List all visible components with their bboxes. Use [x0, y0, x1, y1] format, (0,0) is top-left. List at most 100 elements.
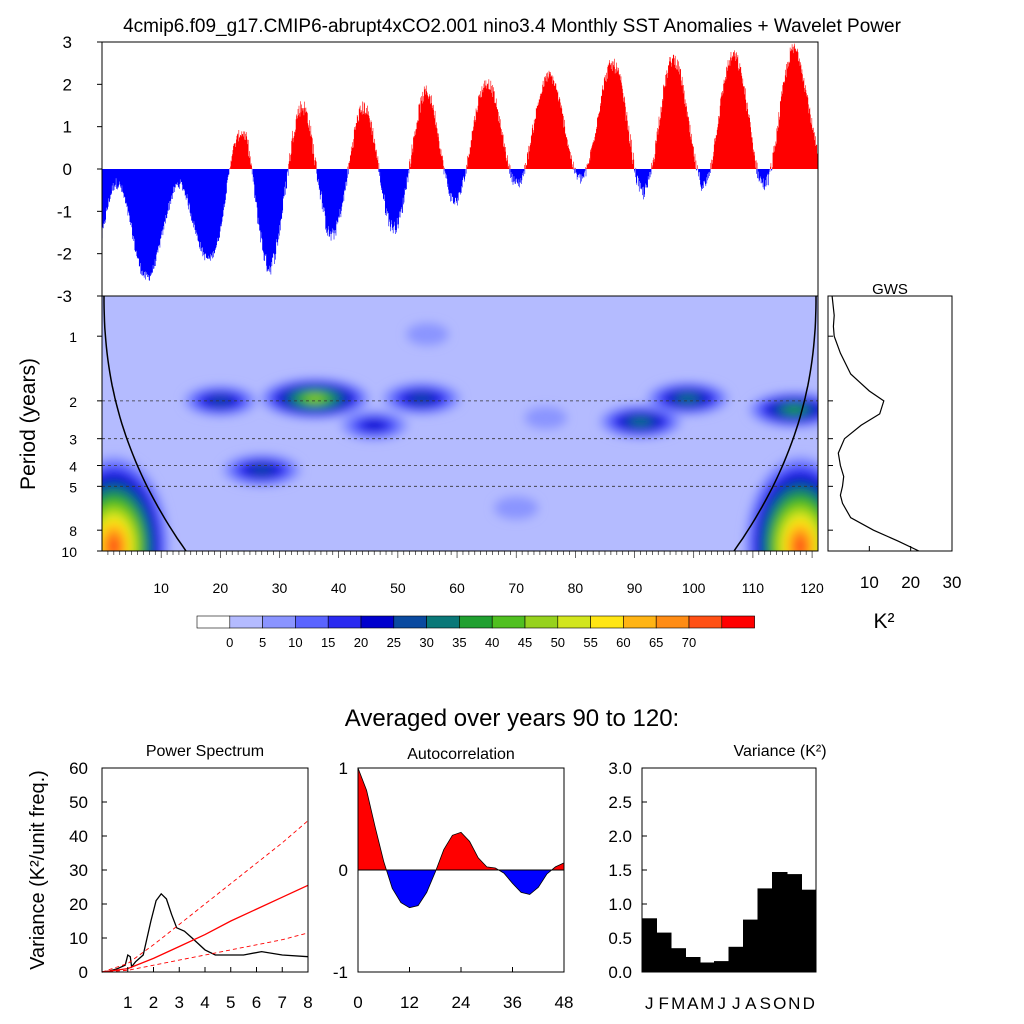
ps-x-tick-label: 5	[226, 993, 235, 1012]
significance-bound-line	[101, 820, 309, 973]
autocorrelation-axes: -1 0 1 0 12 24 36 48	[333, 759, 574, 1012]
colorbar-label: 40	[485, 635, 499, 650]
cone-of-influence-left	[103, 296, 187, 551]
variance-axes: 0.00.51.01.52.02.53.0J F M A M J J A S O N D	[608, 759, 815, 1013]
wavelet-power-contour	[794, 536, 806, 551]
var-y-tick-label: 3.0	[608, 759, 632, 778]
wavelet-power-contour	[494, 496, 539, 520]
wavelet-power-contour	[630, 417, 650, 426]
colorbar-swatch	[360, 615, 395, 629]
var-y-tick-label: 1.0	[608, 895, 632, 914]
wavelet-x-tick-label: 10	[153, 580, 169, 596]
ps-y-tick-label: 20	[69, 895, 88, 914]
colorbar-swatch	[262, 615, 296, 629]
power-spectrum-panel: Power Spectrum 0 10 20 30 40 50 60 1 2 3 4 5 6 7 8 Var…	[27, 743, 313, 1012]
colorbar-swatch	[688, 615, 723, 629]
sst-y-tick-label: 2	[63, 75, 72, 94]
wavelet-y-tick-label: 10	[61, 544, 77, 560]
ps-x-tick-label: 8	[303, 993, 312, 1012]
ac-y-tick-label: 0	[339, 861, 348, 880]
wavelet-y-tick-label: 8	[69, 523, 77, 539]
wavelet-power-contour	[524, 406, 568, 429]
wavelet-panel: 1 2 3 4 5 8 10 10 20 30 40 50 60 70 80 90 100 110 120 Per…	[17, 295, 824, 596]
var-month-label: A	[745, 994, 757, 1013]
colorbar-label: 15	[321, 635, 335, 650]
var-month-label: N	[788, 994, 800, 1013]
var-month-label: S	[760, 994, 771, 1013]
variance-bar	[772, 872, 788, 972]
colorbar-label: 70	[682, 635, 696, 650]
var-month-label: A	[687, 994, 699, 1013]
power-spectrum-lines	[101, 820, 309, 973]
variance-bar	[801, 889, 817, 972]
colorbar-swatch	[295, 615, 329, 629]
wavelet-power-contour	[251, 465, 273, 475]
colorbar-label: 45	[518, 635, 532, 650]
sst-positive-anomaly-bars	[229, 43, 818, 169]
gws-x-tick-label: 10	[860, 573, 879, 592]
sst-y-tick-label: -1	[57, 202, 72, 221]
wavelet-x-axis: 10 20 30 40 50 60 70 80 90 100 110 120	[107, 551, 824, 596]
wavelet-y-tick-label: 2	[69, 394, 77, 410]
wavelet-x-tick-label: 50	[390, 580, 406, 596]
var-y-tick-label: 1.5	[608, 861, 632, 880]
power-spectrum-frame	[101, 767, 309, 973]
sst-y-tick-label: 3	[63, 33, 72, 52]
cone-of-influence-right	[733, 296, 817, 551]
ac-y-tick-label: -1	[333, 963, 348, 982]
colorbar-label: 5	[259, 635, 266, 650]
variance-bars	[641, 872, 817, 972]
figure-subtitle: Averaged over years 90 to 120:	[345, 705, 679, 732]
wavelet-power-contour	[678, 394, 698, 403]
colorbar-swatch	[491, 615, 526, 629]
ps-x-tick-label: 3	[175, 993, 184, 1012]
wavelet-power-contour	[306, 395, 324, 402]
autocorrelation-fill	[357, 767, 565, 909]
ps-y-tick-label: 50	[69, 793, 88, 812]
ac-x-tick-label: 12	[400, 993, 419, 1012]
ps-x-tick-label: 2	[149, 993, 158, 1012]
colorbar-label: 30	[419, 635, 433, 650]
ac-x-tick-label: 48	[555, 993, 574, 1012]
sst-y-tick-label: -3	[57, 287, 72, 306]
variance-bar	[685, 957, 701, 972]
ac-x-tick-label: 36	[503, 993, 522, 1012]
variance-panel: Variance (K²) 0.00.51.01.52.02.53.0J F M A M…	[608, 743, 826, 1013]
gws-x-tick-label: 30	[943, 573, 962, 592]
var-y-tick-label: 2.5	[608, 793, 632, 812]
wavelet-y-tick-label: 3	[69, 432, 77, 448]
ps-x-tick-label: 1	[123, 993, 132, 1012]
var-month-label: M	[700, 994, 714, 1013]
colorbar-swatch	[196, 615, 231, 629]
ps-y-tick-label: 60	[69, 759, 88, 778]
wavelet-x-tick-label: 90	[627, 580, 643, 596]
wavelet-x-tick-label: 110	[742, 580, 765, 596]
colorbar-label: 0	[226, 635, 233, 650]
gws-axes: 10 20 30	[828, 335, 962, 592]
gws-curve	[831, 295, 920, 552]
sst-y-tick-label: -2	[57, 245, 72, 264]
autocorrelation-title: Autocorrelation	[407, 746, 515, 763]
colorbar-label: 35	[452, 635, 466, 650]
var-y-tick-label: 0.0	[608, 963, 632, 982]
gws-title: GWS	[872, 281, 908, 298]
ac-y-tick-label: 1	[339, 759, 348, 778]
wavelet-x-tick-label: 120	[800, 580, 824, 596]
sst-negative-anomaly-bars	[102, 169, 773, 281]
wavelet-x-tick-label: 80	[568, 580, 584, 596]
ps-x-tick-label: 6	[252, 993, 261, 1012]
colorbar-swatch	[524, 615, 559, 629]
colorbar-swatch	[459, 615, 493, 629]
ps-y-tick-label: 40	[69, 827, 88, 846]
wavelet-power-contour	[210, 396, 231, 406]
var-month-label: J	[732, 994, 741, 1013]
colorbar-swatch	[655, 615, 690, 629]
gws-x-tick-label: 20	[901, 573, 920, 592]
colorbar-label: 10	[288, 635, 302, 650]
colorbar-swatch	[229, 615, 263, 629]
wavelet-y-tick-label: 5	[69, 479, 77, 495]
wavelet-x-tick-label: 60	[449, 580, 465, 596]
wavelet-colorbar: 0 5 10 15 20 25 30 35 40 45 50 55 60 65 70	[196, 615, 755, 650]
colorbar-swatch	[393, 615, 427, 629]
